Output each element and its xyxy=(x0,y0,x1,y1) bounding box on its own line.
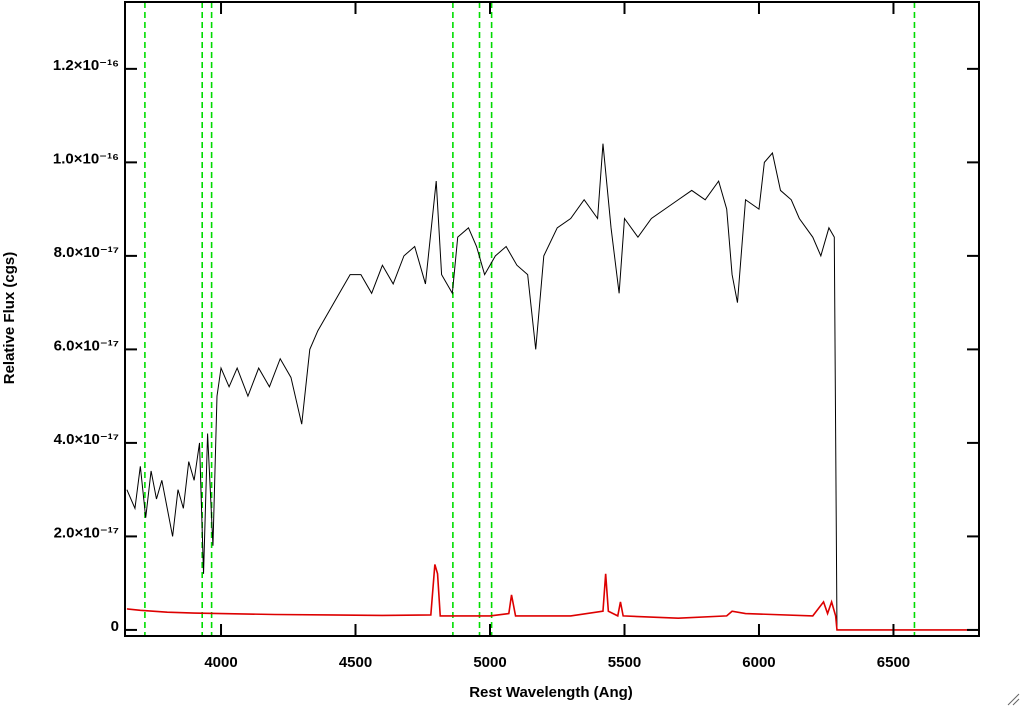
y-tick-label: 0 xyxy=(111,618,119,635)
x-tick-label: 4000 xyxy=(204,654,237,671)
x-tick-label: 6000 xyxy=(742,654,775,671)
spectrum-line xyxy=(126,564,979,631)
plot-frame xyxy=(124,1,980,637)
y-axis-label: Relative Flux (cgs) xyxy=(1,252,18,385)
y-tick-label: 1.2×10⁻¹⁶ xyxy=(53,57,119,74)
y-tick-label: 4.0×10⁻¹⁷ xyxy=(54,431,119,448)
x-tick-label: 5000 xyxy=(473,654,506,671)
resize-grip xyxy=(1007,693,1020,706)
x-axis-label: Rest Wavelength (Ang) xyxy=(469,684,633,701)
x-tick-label: 6500 xyxy=(877,654,910,671)
x-tick-label: 4500 xyxy=(339,654,372,671)
y-tick-label: 8.0×10⁻¹⁷ xyxy=(54,244,119,261)
x-tick-label: 5500 xyxy=(608,654,641,671)
spectrum-line xyxy=(126,143,838,630)
y-tick-label: 2.0×10⁻¹⁷ xyxy=(54,524,119,541)
y-tick-label: 1.0×10⁻¹⁶ xyxy=(53,150,119,167)
y-tick-label: 6.0×10⁻¹⁷ xyxy=(54,337,119,354)
